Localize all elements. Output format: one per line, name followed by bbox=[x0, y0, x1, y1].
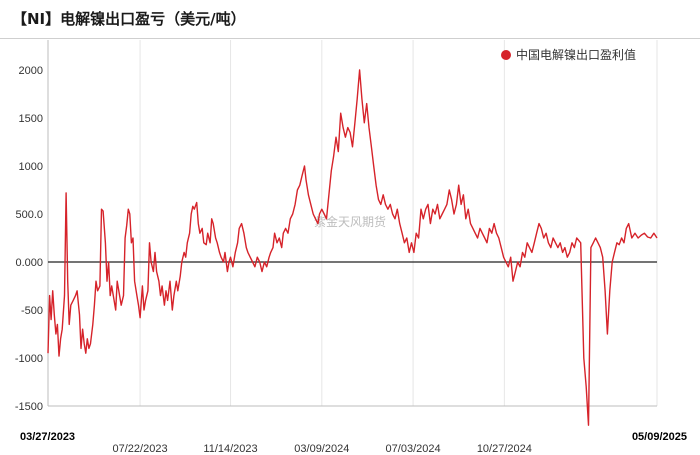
y-tick-label: 2000 bbox=[19, 65, 43, 77]
y-tick-label: 0.000 bbox=[15, 257, 43, 269]
title-divider bbox=[0, 38, 700, 39]
x-tick-label: 10/27/2024 bbox=[477, 443, 532, 455]
y-tick-label: -500 bbox=[21, 305, 43, 317]
axis-layer: 2000 1500 1000 500.0 0.000 -500 -1000 -1500 03/2… bbox=[15, 40, 687, 455]
legend-label: 中国电解镍出口盈利值 bbox=[516, 47, 636, 62]
legend[interactable]: 中国电解镍出口盈利值 bbox=[501, 47, 636, 62]
y-tick-label: -1500 bbox=[15, 401, 43, 413]
x-tick-label: 07/22/2023 bbox=[113, 443, 168, 455]
series-layer bbox=[47, 69, 658, 426]
y-tick-label: 1000 bbox=[19, 161, 43, 173]
x-tick-label: 11/14/2023 bbox=[203, 443, 257, 455]
grid-layer bbox=[139, 40, 658, 406]
watermark: 紫金天风期货 bbox=[314, 214, 386, 229]
y-tick-label: 500.0 bbox=[15, 209, 43, 221]
y-tick-label: -1000 bbox=[15, 353, 43, 365]
legend-marker bbox=[501, 50, 511, 60]
chart-title: 【NI】电解镍出口盈亏（美元/吨） bbox=[12, 10, 246, 28]
x-tick-label: 03/27/2023 bbox=[20, 431, 75, 443]
x-tick-label: 05/09/2025 bbox=[632, 431, 687, 443]
x-tick-label: 03/09/2024 bbox=[294, 443, 349, 455]
y-tick-label: 1500 bbox=[19, 113, 43, 125]
x-tick-label: 07/03/2024 bbox=[386, 443, 441, 455]
series-line bbox=[47, 69, 658, 426]
